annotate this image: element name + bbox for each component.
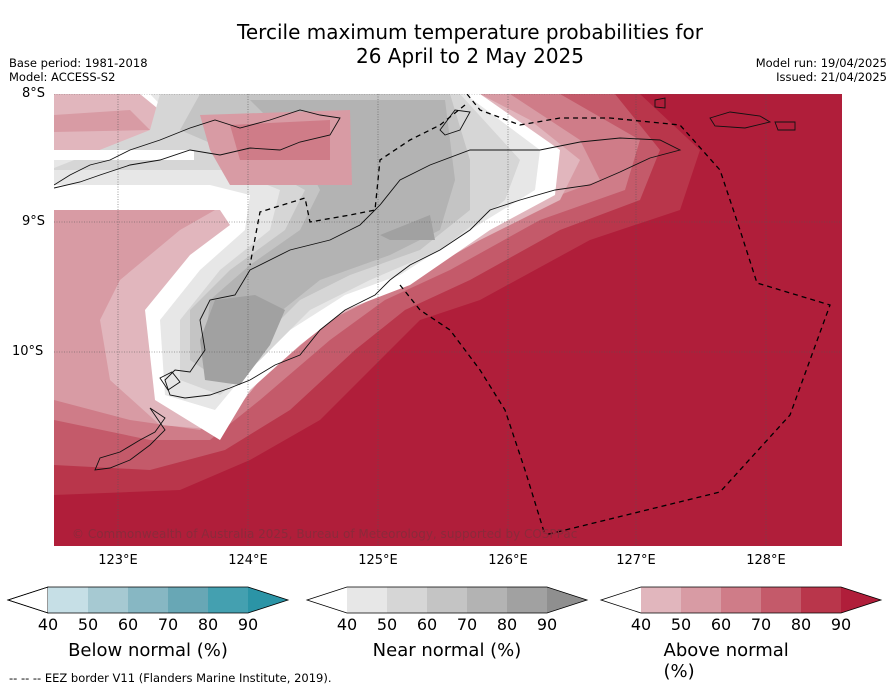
near-80-zone: [200, 295, 285, 385]
lon-label-123e: 123°E: [98, 553, 138, 568]
small-island-2: [774, 121, 796, 131]
below-tick-90: 90: [237, 615, 259, 634]
colorbar-near: [305, 586, 589, 614]
near-tick-60: 60: [416, 615, 438, 634]
above-tick-50: 50: [670, 615, 692, 634]
model-run: Model run: 19/04/2025: [755, 56, 887, 70]
semau-coast: [159, 371, 181, 391]
eez-border-south: [399, 284, 546, 536]
eez-border-inner: [249, 104, 466, 266]
below-tick-50: 50: [77, 615, 99, 634]
copyright-notice: © Commonwealth of Australia 2025, Bureau…: [72, 527, 578, 541]
near-normal-label: Near normal (%): [372, 640, 522, 661]
lon-label-126e: 126°E: [488, 553, 528, 568]
below-tick-80: 80: [197, 615, 219, 634]
coastlines: [54, 97, 796, 471]
run-info: Model run: 19/04/2025 Issued: 21/04/2025: [756, 56, 887, 84]
lon-label-125e: 125°E: [358, 553, 398, 568]
base-period: Base period: 1981-2018: [9, 56, 148, 70]
below-tick-60: 60: [117, 615, 139, 634]
map-title: Tercile maximum temperature probabilitie…: [0, 20, 896, 68]
above-tick-70: 70: [750, 615, 772, 634]
small-island-1: [654, 97, 666, 109]
timor-coast: [164, 137, 682, 399]
above-normal-label: Above normal (%): [663, 640, 789, 682]
near-tick-50: 50: [376, 615, 398, 634]
above-tick-90: 90: [830, 615, 852, 634]
near-tick-90: 90: [536, 615, 558, 634]
below-tick-40: 40: [37, 615, 59, 634]
flores-coast: [54, 109, 341, 189]
below-tick-70: 70: [157, 615, 179, 634]
lat-label-8s: 8°S: [22, 86, 46, 101]
model-name: Model: ACCESS-S2: [9, 70, 116, 84]
lat-label-10s: 10°S: [12, 344, 44, 359]
rote-coast: [94, 407, 166, 471]
above-tick-40: 40: [630, 615, 652, 634]
white-strip-west: [54, 150, 194, 160]
lat-label-9s: 9°S: [22, 214, 46, 229]
near-tick-80: 80: [496, 615, 518, 634]
near-70-zone: [205, 100, 455, 360]
alor-coast: [439, 109, 471, 136]
lon-label-127e: 127°E: [616, 553, 656, 568]
gridlines: [54, 94, 842, 546]
near-80-zone-2: [380, 215, 435, 240]
above-pocket-inner: [230, 120, 330, 160]
lon-label-124e: 124°E: [228, 553, 268, 568]
wetar-coast: [709, 111, 772, 129]
near-tick-70: 70: [456, 615, 478, 634]
above-tick-60: 60: [710, 615, 732, 634]
above-pocket-west: [54, 110, 150, 132]
above-tick-80: 80: [790, 615, 812, 634]
issued-date: Issued: 21/04/2025: [776, 70, 887, 84]
title-line-2: 26 April to 2 May 2025: [356, 44, 584, 68]
eez-border: [466, 94, 831, 536]
colorbar-above: [599, 586, 883, 614]
lon-label-128e: 128°E: [746, 553, 786, 568]
title-line-1: Tercile maximum temperature probabilitie…: [237, 20, 703, 44]
near-tick-40: 40: [336, 615, 358, 634]
colorbar-below: [6, 586, 290, 614]
base-model-info: Base period: 1981-2018 Model: ACCESS-S2: [9, 56, 148, 84]
eez-legend-note: -- -- -- EEZ border V11 (Flanders Marine…: [9, 671, 332, 685]
below-normal-label: Below normal (%): [68, 640, 228, 661]
